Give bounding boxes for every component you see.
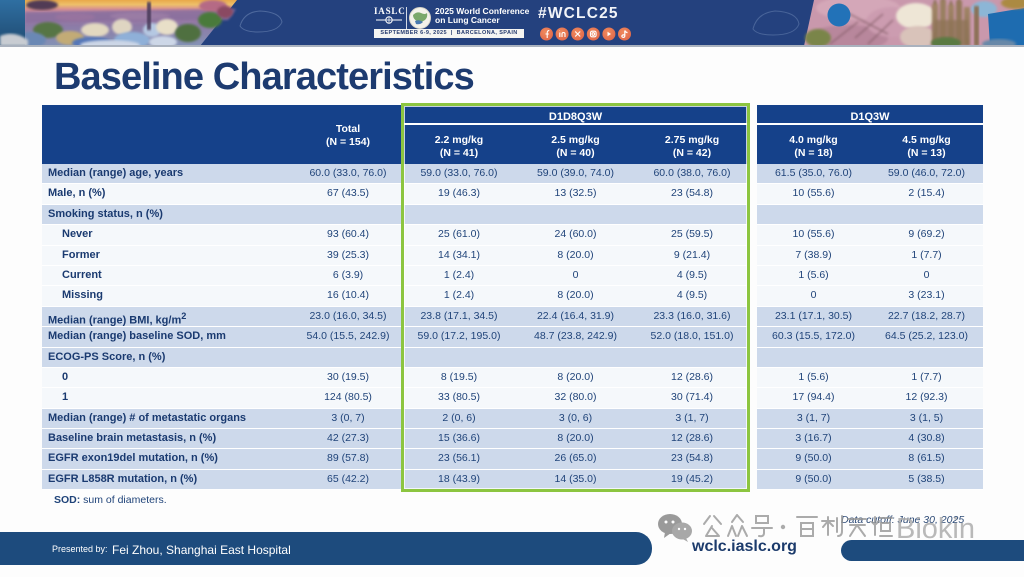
svg-text:Biokin: Biokin (896, 513, 975, 545)
